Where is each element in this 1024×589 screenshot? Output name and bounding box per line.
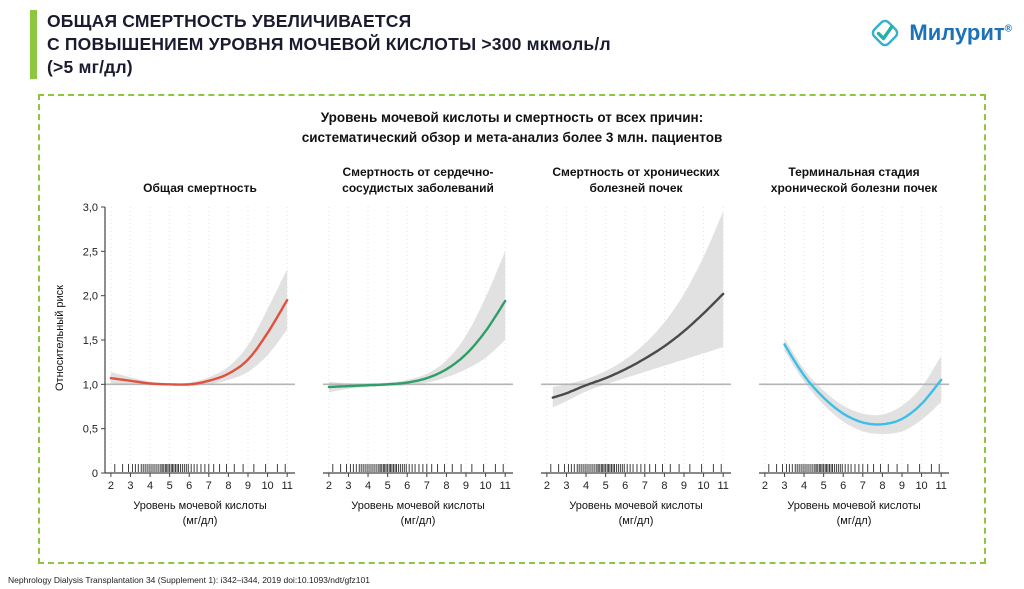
brand-name: Милурит® — [909, 20, 1012, 45]
slide-title: ОБЩАЯ СМЕРТНОСТЬ УВЕЛИЧИВАЕТСЯ С ПОВЫШЕН… — [47, 10, 611, 79]
x-tick-label: 10 — [479, 480, 491, 492]
x-tick-label: 7 — [424, 480, 430, 492]
x-tick-label: 3 — [127, 480, 133, 492]
x-tick-label: 3 — [563, 480, 569, 492]
slide-header: ОБЩАЯ СМЕРТНОСТЬ УВЕЛИЧИВАЕТСЯ С ПОВЫШЕН… — [30, 10, 611, 80]
confidence-band — [110, 268, 288, 386]
x-tick-label: 9 — [463, 480, 469, 492]
title-line-2: С ПОВЫШЕНИЕМ УРОВНЯ МОЧЕВОЙ КИСЛОТЫ >300… — [47, 34, 611, 55]
x-tick-label: 4 — [801, 480, 807, 492]
rug-marks — [332, 463, 504, 472]
x-tick-label: 8 — [443, 480, 449, 492]
x-tick-label: 11 — [717, 480, 728, 492]
x-tick-label: 9 — [681, 480, 687, 492]
x-tick-label: 6 — [404, 480, 410, 492]
y-tick-label: 1,5 — [83, 335, 98, 347]
x-tick-label: 7 — [642, 480, 648, 492]
trend-line — [783, 342, 943, 426]
x-tick-label: 8 — [661, 480, 667, 492]
chart-1: Общая смертность 2 3 4 5 6 7 8 9 10 11 0 0,5 1,0 1,5 2,… — [69, 163, 301, 531]
panel-title: Уровень мочевой кислоты и смертность от … — [40, 108, 984, 149]
y-tick-label: 0 — [92, 468, 98, 480]
y-tick-label: 2,0 — [83, 290, 98, 302]
x-axis-label: Уровень мочевой кислоты (мг/дл) — [787, 499, 921, 528]
confidence-band — [328, 250, 506, 392]
y-tick-label: 2,5 — [83, 246, 98, 258]
y-tick-label: 0,5 — [83, 423, 98, 435]
x-tick-label: 6 — [840, 480, 846, 492]
y-tick-label: 3,0 — [83, 202, 98, 214]
x-tick-label: 2 — [108, 480, 114, 492]
x-tick-label: 10 — [915, 480, 927, 492]
chart-title: Общая смертность — [143, 181, 257, 196]
rug-marks — [550, 463, 722, 472]
charts-panel: Уровень мочевой кислоты и смертность от … — [38, 94, 986, 564]
x-tick-label: 7 — [860, 480, 866, 492]
rug-marks — [114, 463, 286, 472]
x-tick-label: 8 — [225, 480, 231, 492]
x-tick-label: 4 — [365, 480, 371, 492]
x-axis-label: Уровень мочевой кислоты (мг/дл) — [351, 499, 485, 528]
title-line-1: ОБЩАЯ СМЕРТНОСТЬ УВЕЛИЧИВАЕТСЯ — [47, 11, 412, 31]
panel-title-line-2: систематический обзор и мета-анализ боле… — [301, 130, 723, 146]
x-tick-label: 5 — [167, 480, 173, 492]
x-tick-label: 10 — [261, 480, 273, 492]
registered-mark: ® — [1004, 23, 1012, 35]
x-tick-label: 2 — [544, 480, 550, 492]
citation: Nephrology Dialysis Transplantation 34 (… — [8, 575, 370, 585]
x-tick-label: 11 — [935, 480, 946, 492]
chart-title: Смертность от сердечно-сосудистых заболе… — [342, 165, 494, 196]
x-tick-label: 9 — [899, 480, 905, 492]
trend-line — [327, 299, 507, 388]
x-tick-label: 4 — [147, 480, 153, 492]
x-tick-label: 2 — [326, 480, 332, 492]
x-tick-label: 3 — [781, 480, 787, 492]
x-tick-label: 3 — [345, 480, 351, 492]
confidence-band — [784, 337, 942, 434]
chart-4: Терминальная стадия хронической болезни п… — [751, 163, 955, 531]
x-tick-label: 4 — [583, 480, 589, 492]
chart-plot: 2 3 4 5 6 7 8 9 10 11 — [541, 206, 731, 492]
charts-row: Общая смертность 2 3 4 5 6 7 8 9 10 11 0 0,5 1,0 1,5 2,… — [40, 163, 984, 531]
rug-marks — [768, 463, 940, 472]
x-tick-label: 6 — [186, 480, 192, 492]
x-axis-label: Уровень мочевой кислоты (мг/дл) — [569, 499, 703, 528]
x-tick-label: 2 — [762, 480, 768, 492]
y-tick-label: 1,0 — [83, 379, 98, 391]
x-tick-label: 7 — [206, 480, 212, 492]
x-tick-label: 5 — [603, 480, 609, 492]
chart-title: Терминальная стадия хронической болезни п… — [770, 165, 938, 196]
chart-2: Смертность от сердечно-сосудистых заболе… — [315, 163, 519, 531]
x-tick-label: 6 — [622, 480, 628, 492]
x-tick-label: 5 — [821, 480, 827, 492]
chart-3: Смертность от хронических болезней почек 2… — [533, 163, 737, 531]
confidence-band — [552, 210, 724, 407]
x-axis-label: Уровень мочевой кислоты (мг/дл) — [133, 499, 267, 528]
y-axis-label: Относительный риск — [54, 285, 66, 392]
trend-line — [551, 292, 725, 399]
trend-line — [109, 298, 289, 386]
chart-plot: 2 3 4 5 6 7 8 9 10 11 — [323, 206, 513, 492]
title-accent-bar — [30, 10, 37, 80]
x-tick-label: 11 — [499, 480, 510, 492]
x-tick-label: 9 — [245, 480, 251, 492]
x-tick-label: 11 — [281, 480, 292, 492]
x-tick-label: 8 — [879, 480, 885, 492]
chart-plot: 2 3 4 5 6 7 8 9 10 11 0 0,5 1,0 1,5 2,0 2,5 3,0 — [83, 202, 295, 492]
chart-plot: 2 3 4 5 6 7 8 9 10 11 — [759, 206, 949, 492]
panel-title-line-1: Уровень мочевой кислоты и смертность от … — [320, 110, 704, 125]
x-tick-label: 10 — [697, 480, 709, 492]
chart-title: Смертность от хронических болезней почек — [552, 165, 720, 196]
checkmark-logo-icon — [872, 19, 899, 47]
x-tick-label: 5 — [385, 480, 391, 492]
brand-logo: Милурит® — [868, 16, 1012, 50]
title-line-3: (>5 мг/дл) — [47, 57, 133, 78]
